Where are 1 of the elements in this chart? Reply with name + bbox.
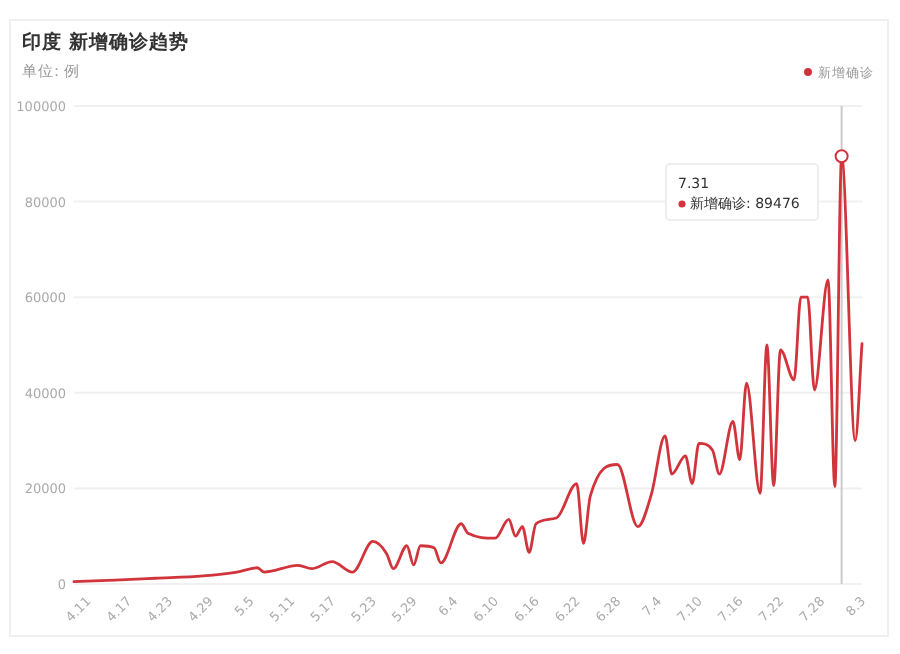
- chart-title: 印度 新增确诊趋势: [22, 30, 189, 54]
